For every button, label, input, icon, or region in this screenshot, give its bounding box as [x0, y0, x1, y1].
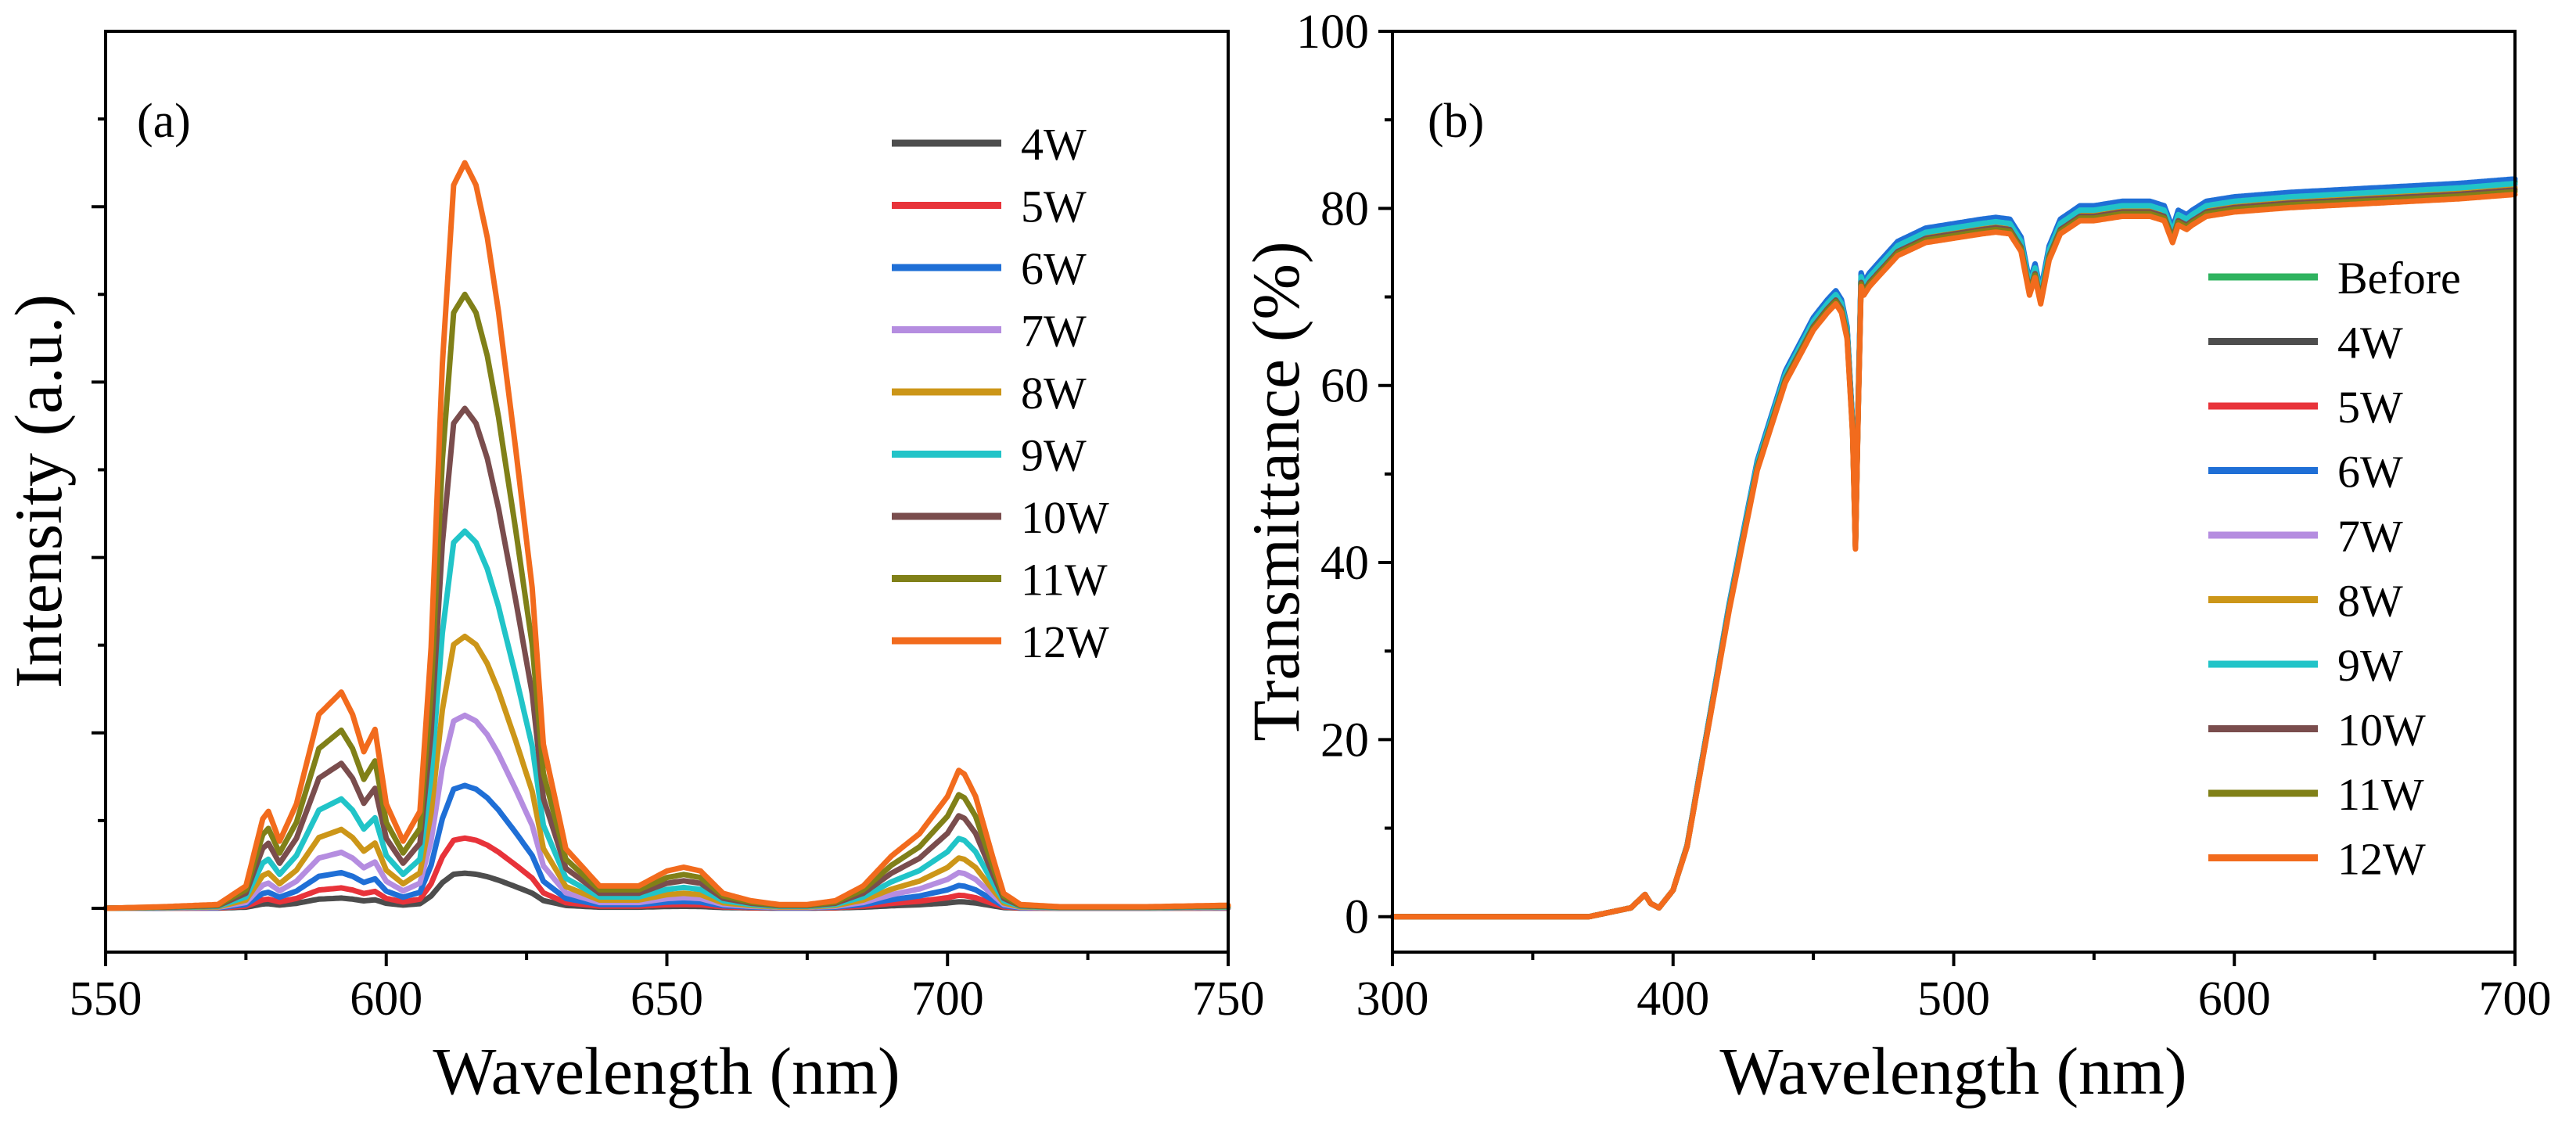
panel-a-plot-frame [104, 30, 1230, 954]
panel-b-transmittance-chart: 300 400 500 600 700 0 20 40 60 80 100 (b) Waveleng… [1238, 5, 2552, 1109]
panel-a-x-tick-label: 550 [70, 972, 142, 1026]
panel-a-y-axis-title: Intensity (a.u.) [1, 294, 76, 688]
panel-a-spectrum-chart: 550 600 650 700 750 (a) Wavelength (nm) Inte… [1, 30, 1265, 1109]
panel-b-y-axis-title: Transmittance (%) [1238, 241, 1313, 741]
panel-b-x-tick-label: 700 [2479, 972, 2552, 1026]
panel-b-legend-label: 8W [2337, 576, 2403, 627]
panel-a-series-group [102, 160, 1231, 911]
panel-b-x-tick-label: 400 [1636, 972, 1709, 1026]
panel-b-legend-label: 5W [2337, 382, 2403, 433]
panel-b-legend-label: 4W [2337, 318, 2403, 368]
panel-a-x-tick-label: 700 [911, 972, 984, 1026]
panel-a-legend-label: 4W [1021, 119, 1087, 170]
panel-b-plot-frame [1391, 30, 2517, 954]
panel-b-y-tick-label: 20 [1320, 713, 1369, 767]
panel-a-legend-label: 7W [1021, 306, 1087, 357]
panel-b-series-12W [1389, 192, 2518, 920]
panel-a-legend-label: 8W [1021, 368, 1087, 419]
panel-b-y-tick-label: 60 [1320, 360, 1369, 413]
panel-b-label: (b) [1428, 95, 1484, 148]
panel-a-x-axis-title: Wavelength (nm) [433, 1033, 900, 1109]
panel-b-series-group [1389, 176, 2518, 920]
panel-a-series-12W [102, 160, 1231, 911]
panel-a-label: (a) [137, 95, 191, 148]
panel-a-ticks-group: 550 600 650 700 750 [70, 117, 1265, 1026]
panel-a-legend-label: 11W [1021, 555, 1108, 606]
panel-b-y-tick-label: 80 [1320, 182, 1369, 235]
panel-b-x-tick-label: 500 [1917, 972, 1990, 1026]
panel-a-x-tick-label: 600 [350, 972, 422, 1026]
panel-a-legend-label: 10W [1021, 492, 1109, 543]
panel-b-legend: Before 4W 5W 6W 7W 8W 9W 10W 11W 12W [2208, 253, 2461, 885]
panel-b-legend-label: 11W [2337, 769, 2424, 820]
panel-b-legend-label: 12W [2337, 834, 2426, 885]
panel-a-legend-label: 5W [1021, 182, 1087, 232]
panel-b-y-tick-label: 0 [1345, 891, 1369, 944]
panel-a-x-tick-label: 750 [1192, 972, 1265, 1026]
panel-b-x-axis-title: Wavelength (nm) [1719, 1033, 2186, 1109]
panel-a-legend-label: 6W [1021, 243, 1087, 294]
panel-a-legend: 4W 5W 6W 7W 8W 9W 10W 11W 12W [892, 119, 1109, 667]
panel-b-legend-label: 7W [2337, 511, 2403, 562]
panel-b-x-tick-label: 600 [2198, 972, 2271, 1026]
panel-b-legend-label: 6W [2337, 447, 2403, 498]
panel-b-ticks-group: 300 400 500 600 700 0 20 40 60 80 100 [1296, 5, 2552, 1026]
panel-b-x-tick-label: 300 [1356, 972, 1429, 1026]
panel-a-legend-label: 9W [1021, 430, 1087, 481]
panel-b-legend-label: 9W [2337, 640, 2403, 691]
panel-b-legend-label: Before [2337, 253, 2461, 304]
panel-a-x-tick-label: 650 [631, 972, 703, 1026]
panel-b-legend-label: 10W [2337, 705, 2426, 756]
panel-b-y-tick-label: 100 [1296, 5, 1369, 59]
panel-a-legend-label: 12W [1021, 616, 1109, 667]
panel-b-y-tick-label: 40 [1320, 537, 1369, 590]
